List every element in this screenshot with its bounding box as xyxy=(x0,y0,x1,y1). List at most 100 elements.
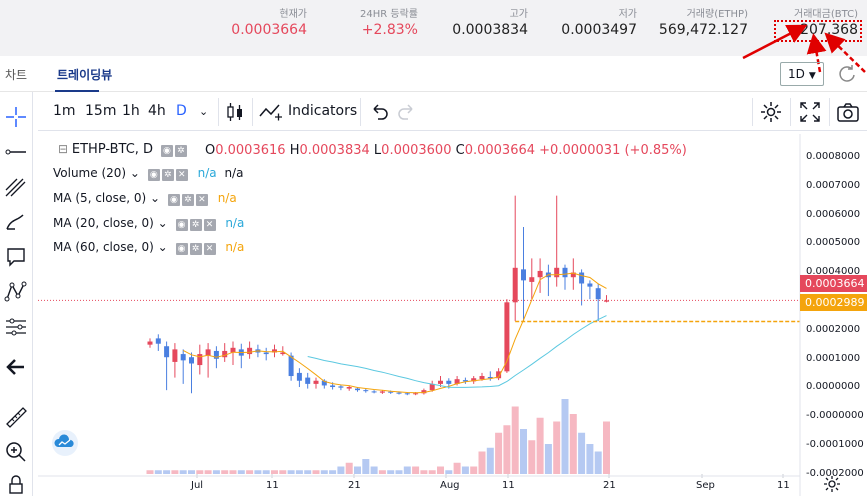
settings-icon[interactable]: ✲ xyxy=(161,169,174,181)
volume-bar xyxy=(528,440,536,474)
text-icon[interactable] xyxy=(3,244,29,270)
volume-bar xyxy=(221,470,229,474)
toolbar-divider xyxy=(218,98,219,126)
time-tick-label: Sep xyxy=(696,480,715,491)
volume-bar xyxy=(171,470,179,474)
volume-bar xyxy=(304,470,312,474)
volume-bar xyxy=(553,421,561,474)
close-icon[interactable]: ✕ xyxy=(195,194,208,206)
camera-icon[interactable] xyxy=(835,99,861,125)
indicator-name: MA (20, close, 0) xyxy=(53,216,154,230)
interval-1m[interactable]: 1m xyxy=(53,103,76,119)
volume-bar xyxy=(387,470,395,474)
volume-bar xyxy=(279,470,287,474)
interval-4h[interactable]: 4h xyxy=(148,103,166,119)
candle-body xyxy=(388,391,394,393)
brush-icon[interactable] xyxy=(3,209,29,235)
candle-body xyxy=(346,387,352,389)
eye-icon[interactable]: ◉ xyxy=(147,169,160,181)
low-key: L xyxy=(373,143,382,158)
volume-bar xyxy=(603,421,610,474)
fullscreen-icon[interactable] xyxy=(797,99,823,125)
change-rate-label: 24HR 등락률 xyxy=(360,9,418,20)
symbol-legend-buttons: ◉ ✲ xyxy=(160,142,189,157)
trend-line-icon[interactable] xyxy=(3,139,29,165)
ma5-line xyxy=(182,272,607,394)
indicator-ma20[interactable]: MA (20, close, 0) ⌄ ◉ ✲ ✕ n/a xyxy=(53,216,245,231)
close-icon[interactable]: ✕ xyxy=(203,219,216,231)
toolbar-divider xyxy=(252,98,253,126)
redo-icon[interactable] xyxy=(394,99,420,125)
candle-body xyxy=(562,267,568,278)
indicator-ma5[interactable]: MA (5, close, 0) ⌄ ◉ ✲ ✕ n/a xyxy=(53,191,237,206)
time-tick-label: Jul xyxy=(191,480,204,491)
volume-bar xyxy=(453,462,461,474)
ruler-icon[interactable] xyxy=(3,404,29,430)
indicator-volume[interactable]: Volume (20) ⌄ ◉ ✲ ✕ n/a n/a xyxy=(53,166,244,181)
candle-body xyxy=(587,283,593,287)
settings-icon[interactable]: ✲ xyxy=(189,243,202,255)
measure-icon[interactable] xyxy=(3,314,29,340)
eye-icon[interactable]: ◉ xyxy=(175,219,188,231)
eye-icon[interactable]: ◉ xyxy=(160,145,173,157)
interval-15m[interactable]: 15m xyxy=(85,103,117,119)
eye-icon[interactable]: ◉ xyxy=(167,194,180,206)
chevron-icon[interactable]: ⊟ xyxy=(58,142,69,156)
tab-chart[interactable]: 차트 xyxy=(5,68,28,82)
chart-tab-row: 차트 트레이딩뷰 1D ▼ xyxy=(0,57,867,92)
low-price-label: 저가 xyxy=(618,9,637,20)
settings-icon[interactable] xyxy=(758,99,784,125)
close-icon[interactable]: ✕ xyxy=(203,243,216,255)
indicator-name: MA (5, close, 0) xyxy=(53,191,147,205)
volume-bar xyxy=(395,470,403,474)
interval-d[interactable]: D xyxy=(176,103,187,119)
drawing-toolbar xyxy=(0,92,33,496)
arrow-left-icon[interactable] xyxy=(3,354,29,380)
volume-bar xyxy=(486,447,494,474)
interval-1h[interactable]: 1h xyxy=(122,103,140,119)
price-chart[interactable] xyxy=(38,134,867,496)
candle-body xyxy=(421,390,427,394)
lock-icon[interactable] xyxy=(3,472,29,496)
settings-icon[interactable]: ✲ xyxy=(174,145,187,157)
high-key: H xyxy=(289,143,300,158)
candle-body xyxy=(313,380,319,384)
volume-bar xyxy=(237,470,245,474)
change-rate-value: +2.83% xyxy=(361,22,418,38)
eye-icon[interactable]: ◉ xyxy=(175,243,188,255)
candle-body xyxy=(595,288,601,300)
volume-bar xyxy=(437,466,444,474)
zoom-icon[interactable] xyxy=(3,439,29,465)
volume-value: 569,472.127 xyxy=(658,22,748,38)
candle-body xyxy=(155,338,161,344)
undo-icon[interactable] xyxy=(366,99,392,125)
candle-style-icon[interactable] xyxy=(222,99,248,125)
interval-menu-chevron-icon[interactable]: ⌄ xyxy=(199,105,209,118)
indicator-name: MA (60, close, 0) xyxy=(53,240,154,254)
indicators-button[interactable]: Indicators xyxy=(288,103,358,119)
open-value: 0.0003616 xyxy=(215,143,286,158)
tradingview-logo-icon[interactable] xyxy=(52,430,78,456)
candle-body xyxy=(263,352,269,355)
pattern-icon[interactable] xyxy=(3,279,29,305)
refresh-icon[interactable] xyxy=(836,63,858,85)
candle-body xyxy=(371,391,377,393)
indicator-buttons: ◉ ✲ ✕ xyxy=(175,240,218,255)
crosshair-icon[interactable] xyxy=(3,104,29,130)
tab-trading-view[interactable]: 트레이딩뷰 xyxy=(57,68,113,82)
volume-bar xyxy=(246,470,254,474)
candle-body xyxy=(338,386,344,388)
indicator-value: n/a xyxy=(225,240,245,254)
indicators-icon[interactable] xyxy=(257,99,283,125)
close-icon[interactable]: ✕ xyxy=(175,169,188,181)
volume-bar xyxy=(536,417,544,474)
interval-select[interactable]: 1D ▼ xyxy=(780,62,824,86)
settings-icon[interactable]: ✲ xyxy=(189,219,202,231)
indicator-ma60[interactable]: MA (60, close, 0) ⌄ ◉ ✲ ✕ n/a xyxy=(53,240,245,255)
candle-body xyxy=(296,372,302,381)
fib-icon[interactable] xyxy=(3,174,29,200)
settings-icon[interactable]: ✲ xyxy=(181,194,194,206)
toolbar-divider xyxy=(790,98,791,126)
axis-settings-icon[interactable] xyxy=(822,474,842,494)
low-value: 0.0003600 xyxy=(381,143,452,158)
